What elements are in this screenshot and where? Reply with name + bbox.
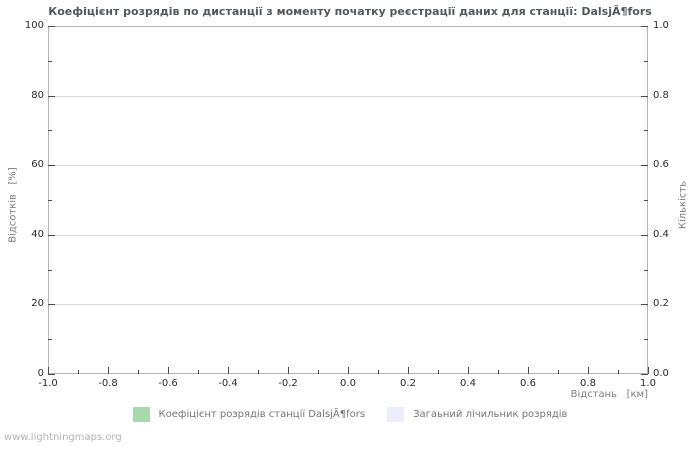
y-minor-tick-left <box>48 269 52 271</box>
x-minor-tick-mark <box>438 370 439 374</box>
x-tick-label: 0.6 <box>520 378 536 389</box>
chart-title: Коефіцієнт розрядів по дистанції з момен… <box>48 5 652 18</box>
y-tick-mark-right <box>641 234 648 236</box>
y-minor-tick-left <box>48 60 52 62</box>
legend-label: Загаьний лічильник розрядів <box>413 409 568 420</box>
y-tick-label-left: 100 <box>24 20 44 31</box>
chart-legend: Коефіцієнт розрядів станції DalsjÃ¶fors З… <box>0 407 700 422</box>
y-tick-mark-right <box>641 374 648 375</box>
y-minor-tick-left <box>48 130 52 132</box>
y-tick-mark-left <box>48 26 55 27</box>
y-minor-tick-right <box>644 339 648 341</box>
x-tick-mark <box>588 367 589 374</box>
y-tick-label-left: 0 <box>37 368 44 379</box>
x-tick-mark <box>348 367 349 374</box>
x-minor-tick-mark <box>138 370 139 374</box>
y-tick-mark-left <box>48 95 55 97</box>
legend-label: Коефіцієнт розрядів станції DalsjÃ¶fors <box>158 409 366 420</box>
x-tick-mark <box>228 367 229 374</box>
y-tick-label-right: 0.0 <box>653 368 669 379</box>
gridline <box>48 234 648 236</box>
x-tick-label: -1.0 <box>38 378 58 389</box>
x-axis-label: Відстань [км] <box>570 389 648 400</box>
x-tick-mark <box>528 367 529 374</box>
y-tick-mark-left <box>48 165 55 167</box>
x-tick-label: 0.8 <box>580 378 596 389</box>
y-tick-mark-right <box>641 26 648 27</box>
x-tick-mark <box>168 367 169 374</box>
x-tick-label: 0.0 <box>340 378 356 389</box>
y-tick-mark-right <box>641 95 648 97</box>
y-tick-label-right: 1.0 <box>653 20 669 31</box>
x-tick-mark <box>108 367 109 374</box>
x-tick-label: -0.6 <box>158 378 178 389</box>
y-minor-tick-right <box>644 269 648 271</box>
y-tick-label-left: 80 <box>31 89 44 101</box>
y-tick-mark-left <box>48 374 55 375</box>
x-tick-mark <box>648 367 649 374</box>
y-tick-label-left: 20 <box>31 298 44 310</box>
x-tick-label: -0.8 <box>98 378 118 389</box>
y-minor-tick-right <box>644 130 648 132</box>
plot-area <box>48 26 648 374</box>
x-minor-tick-mark <box>618 370 619 374</box>
x-tick-label: 1.0 <box>640 378 656 389</box>
x-minor-tick-mark <box>258 370 259 374</box>
y-tick-mark-left <box>48 234 55 236</box>
x-minor-tick-mark <box>78 370 79 374</box>
x-tick-mark <box>468 367 469 374</box>
y-axis-label-right: Кількість <box>677 180 689 230</box>
x-minor-tick-mark <box>498 370 499 374</box>
gridline <box>48 165 648 167</box>
legend-swatch <box>132 407 150 422</box>
y-minor-tick-left <box>48 200 52 201</box>
y-minor-tick-right <box>644 60 648 62</box>
gridline <box>48 304 648 306</box>
y-tick-label-left: 60 <box>31 159 44 171</box>
y-minor-tick-left <box>48 339 52 341</box>
legend-item: Коефіцієнт розрядів станції DalsjÃ¶fors <box>132 407 366 422</box>
x-tick-label: -0.2 <box>278 378 298 389</box>
legend-item: Загаьний лічильник розрядів <box>387 407 567 422</box>
x-minor-tick-mark <box>318 370 319 374</box>
y-minor-tick-right <box>644 200 648 201</box>
x-minor-tick-mark <box>378 370 379 374</box>
x-tick-mark <box>48 367 49 374</box>
x-minor-tick-mark <box>558 370 559 374</box>
y-tick-mark-left <box>48 304 55 306</box>
watermark-text: www.lightningmaps.org <box>4 432 122 443</box>
y-tick-label-right: 0.6 <box>653 159 669 171</box>
gridline <box>48 95 648 97</box>
x-tick-mark <box>288 367 289 374</box>
x-tick-label: 0.2 <box>400 378 416 389</box>
y-tick-mark-right <box>641 304 648 306</box>
legend-swatch <box>387 407 405 422</box>
x-minor-tick-mark <box>198 370 199 374</box>
y-tick-label-right: 0.2 <box>653 298 669 310</box>
x-tick-label: -0.4 <box>218 378 238 389</box>
x-tick-label: 0.4 <box>460 378 476 389</box>
x-tick-mark <box>408 367 409 374</box>
y-tick-label-right: 0.8 <box>653 89 669 101</box>
y-tick-label-left: 40 <box>31 228 44 240</box>
y-tick-mark-right <box>641 165 648 167</box>
y-tick-label-right: 0.4 <box>653 228 669 240</box>
